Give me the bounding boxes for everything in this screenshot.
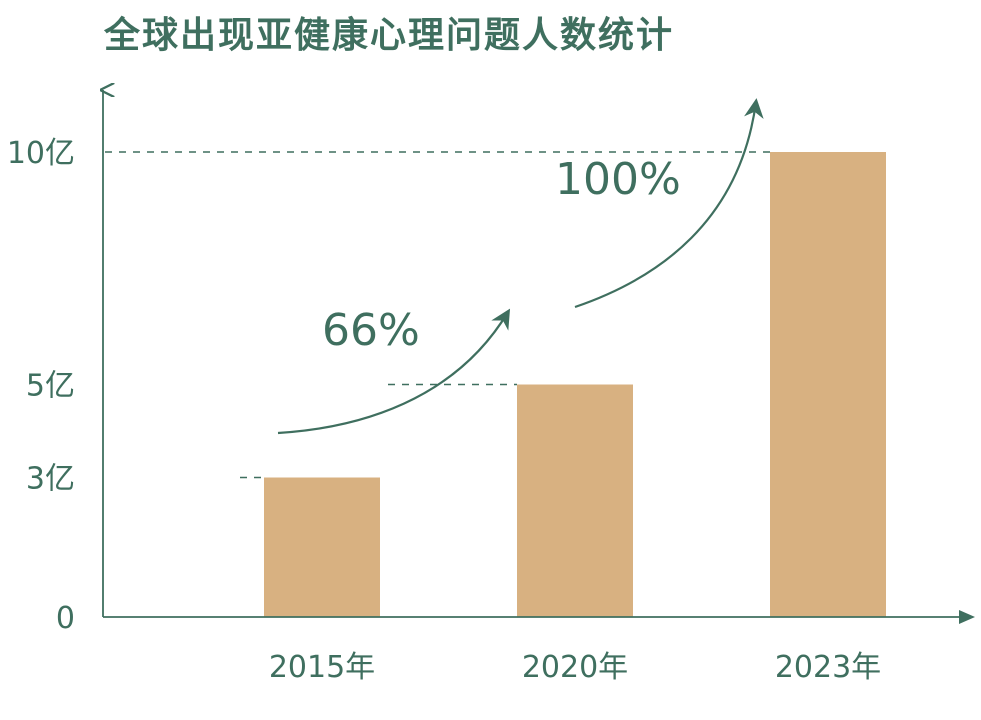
y-tick-label: 5亿 [26, 369, 75, 404]
bar-2 [770, 152, 886, 617]
chart-title: 全球出现亚健康心理问题人数统计 [104, 15, 675, 56]
growth-arrow-0 [277, 308, 511, 435]
x-tick-label: 2023年 [775, 650, 881, 685]
y-tick-label: 3亿 [26, 462, 75, 497]
bar-1 [517, 384, 633, 617]
bar-0 [264, 477, 380, 617]
y-tick-label: 10亿 [7, 136, 75, 171]
x-axis-arrow [959, 610, 975, 624]
y-tick-label: 0 [56, 601, 75, 636]
growth-label-0: 66% [322, 305, 420, 356]
growth-label-1: 100% [555, 154, 681, 205]
x-tick-label: 2015年 [269, 650, 375, 685]
growth-arrow-1 [574, 98, 764, 309]
x-tick-label: 2020年 [522, 650, 628, 685]
